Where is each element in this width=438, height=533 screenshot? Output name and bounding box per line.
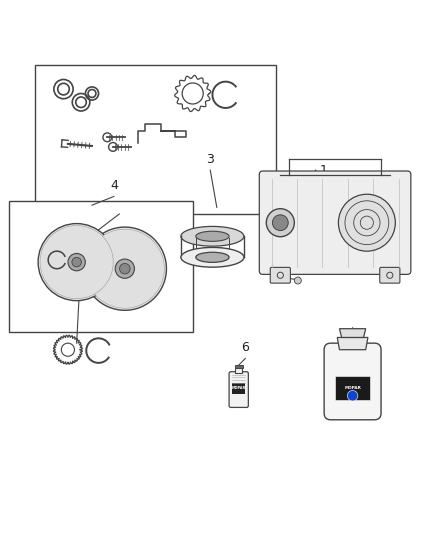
Ellipse shape — [56, 241, 98, 283]
Circle shape — [266, 209, 294, 237]
Text: 7: 7 — [338, 345, 346, 359]
Ellipse shape — [40, 225, 113, 298]
Text: MOPAR: MOPAR — [232, 386, 246, 391]
Bar — [235, 365, 243, 368]
Ellipse shape — [83, 227, 166, 310]
Bar — [232, 383, 245, 394]
Ellipse shape — [58, 244, 95, 281]
Ellipse shape — [99, 243, 150, 294]
Ellipse shape — [104, 248, 145, 289]
Text: 4: 4 — [110, 179, 118, 192]
Text: 2: 2 — [92, 236, 100, 249]
Ellipse shape — [38, 223, 115, 301]
Circle shape — [120, 263, 130, 274]
Ellipse shape — [106, 251, 143, 287]
Text: MOPAR: MOPAR — [344, 386, 361, 390]
Circle shape — [294, 277, 301, 284]
Ellipse shape — [49, 235, 104, 290]
Ellipse shape — [47, 232, 106, 292]
Bar — [9, 201, 193, 332]
Circle shape — [115, 259, 134, 278]
Circle shape — [272, 215, 288, 231]
FancyBboxPatch shape — [380, 268, 400, 283]
Ellipse shape — [85, 229, 164, 308]
Ellipse shape — [88, 231, 162, 306]
Bar — [35, 65, 276, 214]
Bar — [235, 368, 242, 374]
Ellipse shape — [90, 234, 160, 303]
Ellipse shape — [196, 252, 229, 262]
Circle shape — [347, 391, 358, 401]
FancyBboxPatch shape — [270, 268, 290, 283]
Ellipse shape — [51, 237, 102, 288]
Ellipse shape — [42, 228, 111, 296]
Bar — [335, 376, 370, 400]
Ellipse shape — [95, 239, 155, 299]
Text: 6: 6 — [241, 341, 249, 354]
Ellipse shape — [102, 246, 148, 292]
Ellipse shape — [92, 236, 157, 301]
FancyBboxPatch shape — [324, 343, 381, 420]
Ellipse shape — [97, 241, 152, 296]
Circle shape — [339, 194, 396, 251]
Polygon shape — [337, 337, 368, 350]
Ellipse shape — [196, 231, 229, 241]
Ellipse shape — [45, 230, 109, 294]
Polygon shape — [339, 329, 366, 337]
Circle shape — [72, 257, 81, 267]
Ellipse shape — [60, 246, 93, 279]
FancyBboxPatch shape — [259, 171, 411, 274]
Text: 5: 5 — [75, 286, 83, 300]
Ellipse shape — [181, 227, 244, 246]
Text: 3: 3 — [206, 153, 214, 166]
Circle shape — [68, 254, 85, 271]
Text: 1: 1 — [320, 164, 328, 176]
Ellipse shape — [181, 247, 244, 267]
Ellipse shape — [53, 239, 100, 285]
FancyBboxPatch shape — [229, 372, 248, 407]
